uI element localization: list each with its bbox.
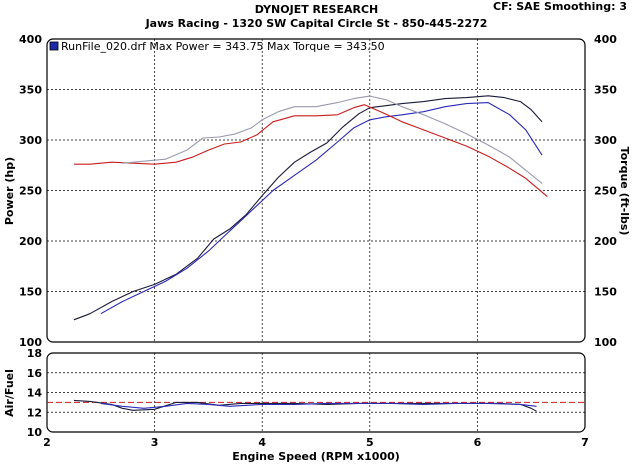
power-axis-label: Power (hp) xyxy=(3,157,16,225)
power-torque-grid xyxy=(47,39,585,342)
rpm-tick: 7 xyxy=(581,436,589,449)
power-tick: 400 xyxy=(19,33,42,46)
torque-tick: 200 xyxy=(594,235,617,248)
torque-tick-labels: 100 150 200 250 300 350 400 xyxy=(594,33,617,349)
rpm-tick: 5 xyxy=(366,436,374,449)
torque-axis-label: Torque (ft-lbs) xyxy=(618,147,631,236)
air-fuel-tick: 18 xyxy=(27,347,42,360)
power-run-2-line xyxy=(100,102,543,315)
air-fuel-tick: 14 xyxy=(27,387,43,400)
rpm-tick: 2 xyxy=(43,436,51,449)
rpm-tick: 3 xyxy=(151,436,159,449)
torque-tick: 300 xyxy=(594,134,617,147)
rpm-tick-labels: 2 3 4 5 6 7 xyxy=(43,436,589,449)
torque-run-2-line xyxy=(122,95,543,184)
torque-tick: 150 xyxy=(594,286,617,299)
power-tick-labels: 100 150 200 250 300 350 400 xyxy=(19,33,42,349)
air-fuel-tick: 16 xyxy=(27,367,43,380)
air-fuel-tick-labels: 10 12 14 16 18 xyxy=(27,347,43,439)
torque-tick: 350 xyxy=(594,84,617,97)
chart-brand: DYNOJET RESEARCH xyxy=(254,3,379,16)
air-fuel-grid xyxy=(47,353,585,432)
power-tick: 150 xyxy=(19,286,42,299)
air-fuel-series xyxy=(73,399,537,412)
power-torque-series xyxy=(73,95,548,321)
power-tick: 200 xyxy=(19,235,42,248)
power-tick: 300 xyxy=(19,134,42,147)
rpm-tick: 4 xyxy=(258,436,266,449)
af-run-2-line xyxy=(100,402,537,409)
x-axis-label: Engine Speed (RPM x1000) xyxy=(232,450,400,463)
chart-title: Jaws Racing - 1320 SW Capital Circle St … xyxy=(145,17,488,30)
torque-run-1-line xyxy=(73,104,548,198)
power-tick: 350 xyxy=(19,84,42,97)
power-run-1-line xyxy=(73,95,543,321)
torque-tick: 250 xyxy=(594,185,617,198)
rpm-tick: 6 xyxy=(474,436,482,449)
settings-readout: CF: SAE Smoothing: 3 xyxy=(493,0,627,13)
air-fuel-tick: 12 xyxy=(27,406,42,419)
power-tick: 100 xyxy=(19,336,42,349)
air-fuel-axis-label: Air/Fuel xyxy=(3,369,16,417)
torque-tick: 400 xyxy=(594,33,617,46)
legend-swatch xyxy=(49,41,59,51)
legend-entry: RunFile_020.drf Max Power = 343.75 Max T… xyxy=(61,40,385,53)
power-tick: 250 xyxy=(19,185,42,198)
air-fuel-tick: 10 xyxy=(27,426,43,439)
torque-tick: 100 xyxy=(594,336,617,349)
